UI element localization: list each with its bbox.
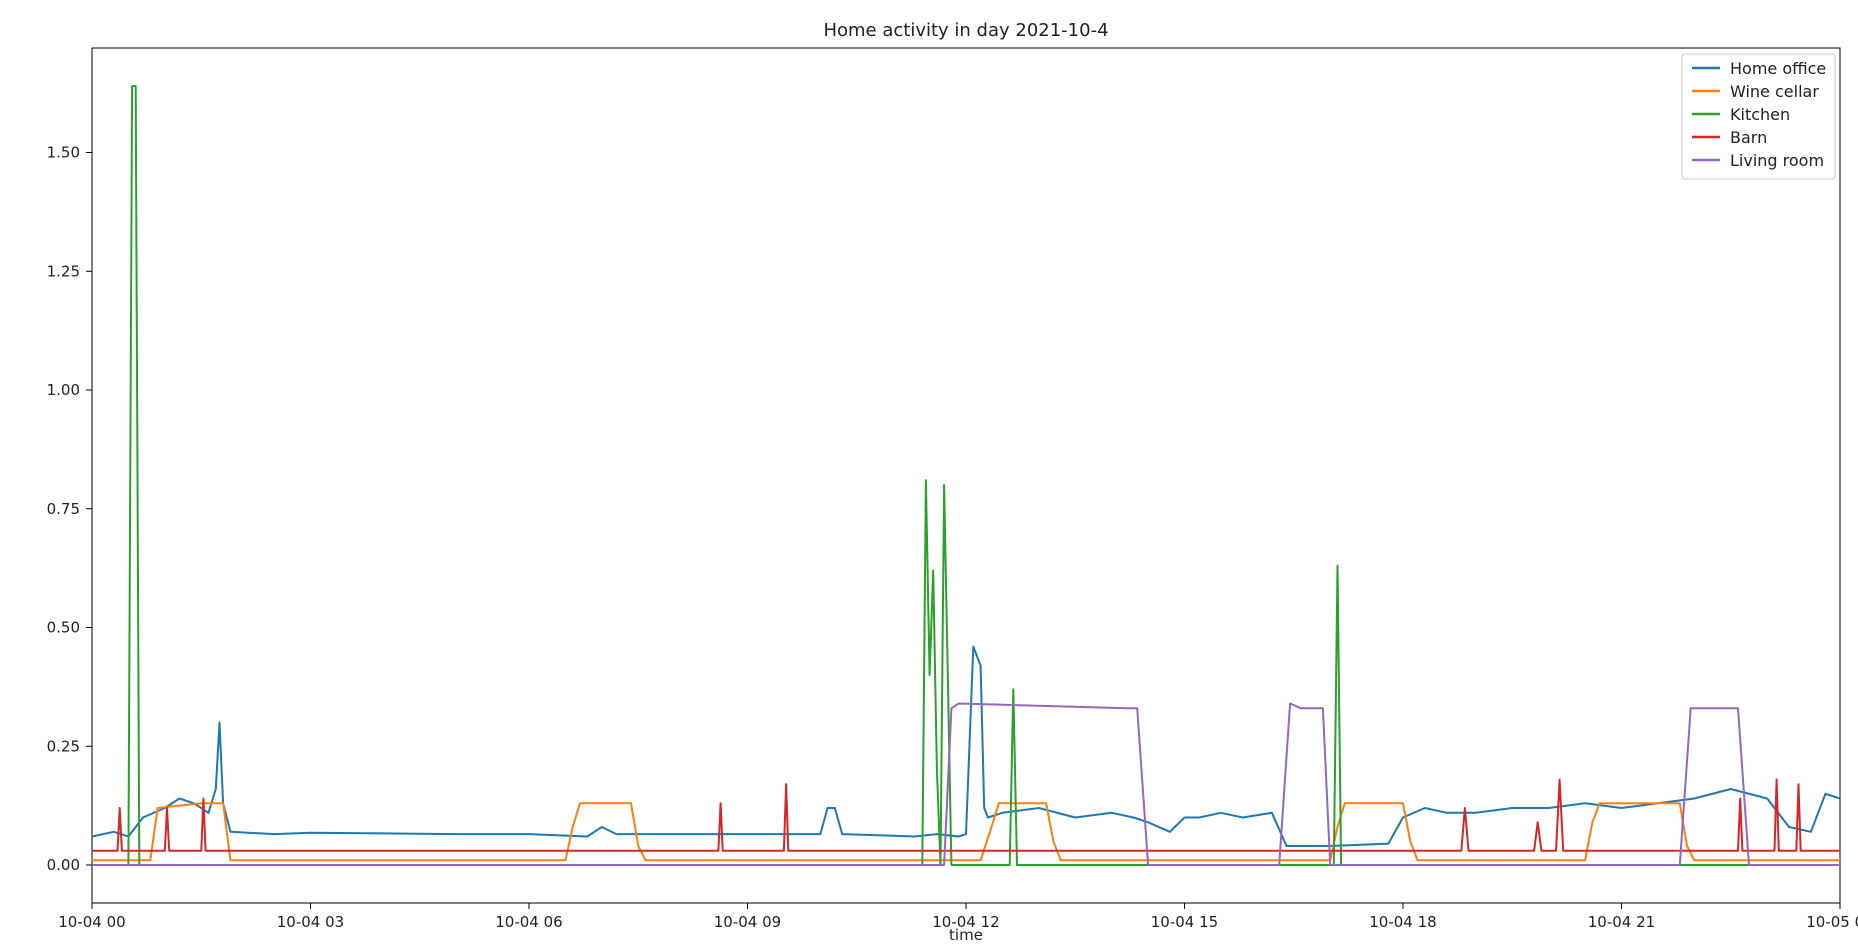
y-tick-label: 1.50 [47,144,80,162]
x-tick-label: 10-04 06 [495,913,562,931]
y-tick-label: 0.50 [47,619,80,637]
legend-entries: Home office Wine cellar Kitchen Barn Living … [1692,59,1826,170]
x-tick-label: 10-04 21 [1588,913,1655,931]
y-axis: 0.00 0.25 0.50 0.75 1.00 1.25 1.50 [47,144,92,874]
y-tick-label: 1.25 [47,262,80,280]
series-line-barn [92,778,1840,852]
chart-title: Home activity in day 2021-10-4 [823,20,1108,41]
series-line-wine-cellar [92,802,1840,862]
legend-label: Barn [1730,128,1767,147]
x-tick-label: 10-04 18 [1369,913,1436,931]
y-tick-label: 0.25 [47,737,80,755]
x-tick-label: 10-04 09 [714,913,781,931]
plot-area-frame [91,47,1841,904]
legend-label: Kitchen [1730,105,1790,124]
legend-label: Living room [1730,151,1824,170]
x-axis: 10-04 00 10-04 03 10-04 06 10-04 09 10-04 12… [58,903,1858,931]
legend-label: Home office [1730,59,1826,78]
legend: Home office Wine cellar Kitchen Barn Living … [1681,53,1836,180]
x-tick-label: 10-04 12 [932,913,999,931]
x-tick-label: 10-04 03 [277,913,344,931]
series-line-kitchen [92,85,1840,866]
x-axis-label: time [949,926,983,944]
x-tick-label: 10-04 15 [1151,913,1218,931]
legend-box [1681,53,1836,180]
y-tick-label: 0.00 [47,856,80,874]
series-line-home-office [91,645,1841,847]
legend-label: Wine cellar [1730,82,1819,101]
y-tick-label: 0.75 [47,500,80,518]
x-tick-label: 10-05 00 [1806,913,1858,931]
y-tick-label: 1.00 [47,381,80,399]
series-line-living-room [92,702,1840,866]
series-lines [91,85,1841,866]
x-tick-label: 10-04 00 [58,913,125,931]
